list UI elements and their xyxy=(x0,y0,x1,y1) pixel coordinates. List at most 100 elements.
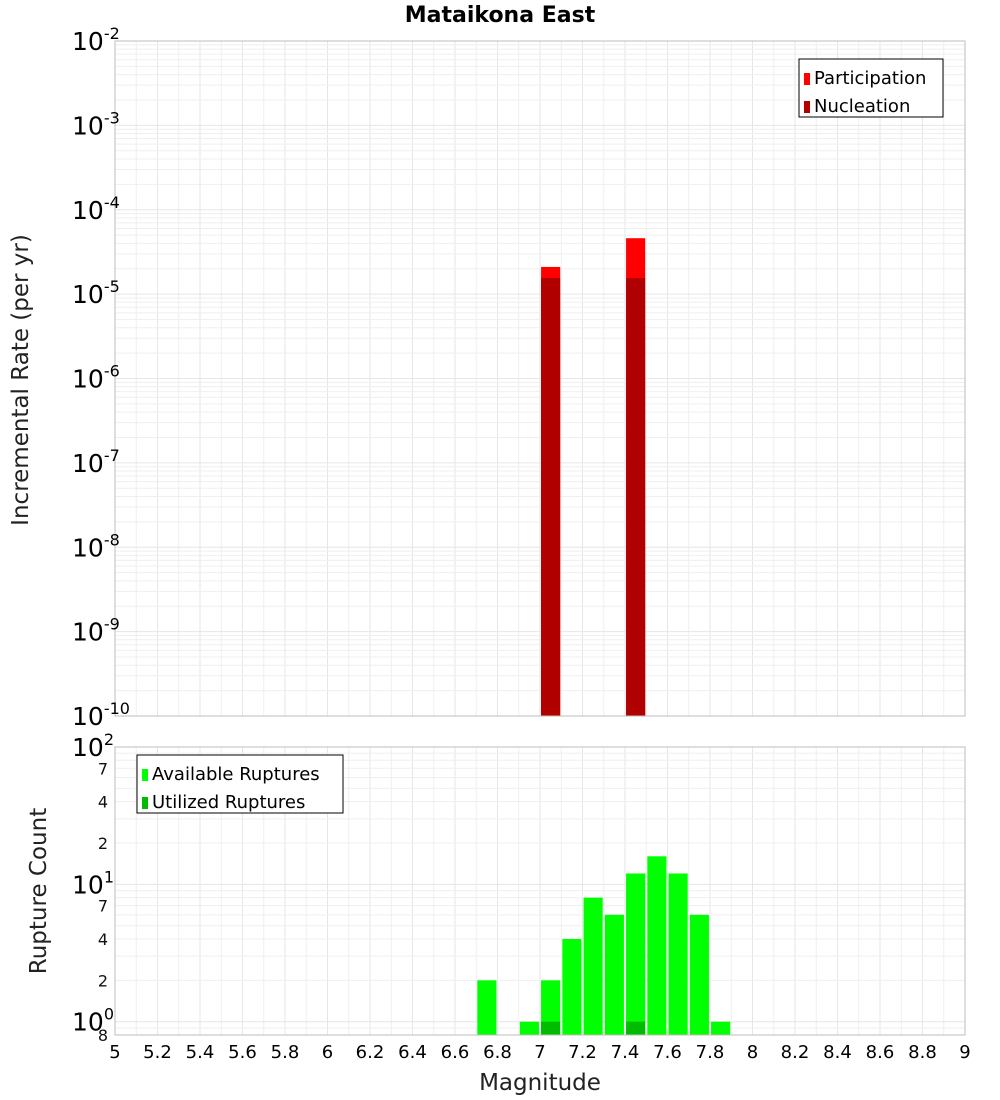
count-bar-utilized-ruptures xyxy=(626,1021,646,1035)
x-tick-label: 5.8 xyxy=(271,1042,300,1063)
rate-legend-label: Participation xyxy=(814,68,926,89)
rate-bars xyxy=(541,238,646,716)
count-y-tick-label: 102 xyxy=(72,730,114,762)
count-legend-label: Available Ruptures xyxy=(152,764,320,785)
count-legend-label: Utilized Ruptures xyxy=(152,792,305,813)
x-tick-label: 8 xyxy=(747,1042,758,1063)
count-bar-available-ruptures xyxy=(477,980,497,1035)
count-bar-available-ruptures xyxy=(647,856,667,1035)
count-plot-frame xyxy=(114,746,966,1036)
x-axis-ticks: 5 5.2 5.4 5.6 5.8 6 6.2 6.4 6.6 6.8 7 7.2 7.4 7.6 7.8 8… xyxy=(109,1042,970,1063)
x-tick-label: 7 xyxy=(534,1042,545,1063)
x-tick-label: 6.2 xyxy=(356,1042,385,1063)
count-grid xyxy=(114,747,966,1036)
x-tick-label: 6.4 xyxy=(398,1042,427,1063)
count-y-axis-label: Rupture Count xyxy=(26,808,52,974)
count-legend: Available Ruptures Utilized Ruptures xyxy=(136,754,344,814)
rate-y-tick-exponent: -4 xyxy=(104,193,120,212)
count-bar-available-ruptures xyxy=(626,873,646,1035)
rate-y-tick-label: 10-4 xyxy=(72,193,120,225)
rate-bar-nucleation xyxy=(626,278,646,716)
rate-y-tick-base: 10 xyxy=(72,449,104,478)
chart-title: Mataikona East xyxy=(405,3,596,28)
count-y-minor-tick-label: 7 xyxy=(98,897,108,916)
rate-y-tick-label: 10-7 xyxy=(72,446,120,478)
count-y-tick-label: 100 xyxy=(72,1005,114,1037)
rate-y-tick-base: 10 xyxy=(72,365,104,394)
count-y-minor-tick-label: 7 xyxy=(98,759,108,778)
rate-bar-nucleation xyxy=(541,278,561,716)
count-bar-available-ruptures xyxy=(583,897,603,1035)
rate-y-tick-exponent: -8 xyxy=(104,530,120,549)
x-tick-label: 6 xyxy=(322,1042,333,1063)
rate-y-axis-label: Incremental Rate (per yr) xyxy=(8,234,34,526)
count-y-minor-tick-label: 2 xyxy=(98,971,108,990)
count-bar-available-ruptures xyxy=(604,914,624,1035)
count-bar-available-ruptures xyxy=(711,1021,731,1035)
count-bar-available-ruptures xyxy=(562,939,582,1035)
rate-legend-label: Nucleation xyxy=(814,96,910,117)
rate-legend-box xyxy=(798,58,944,118)
rate-y-tick-exponent: -2 xyxy=(104,24,120,43)
rate-y-tick-base: 10 xyxy=(72,618,104,647)
rate-y-tick-exponent: -10 xyxy=(104,699,130,718)
rate-y-tick-exponent: -6 xyxy=(104,362,120,381)
count-legend-box xyxy=(136,754,344,814)
rate-y-tick-base: 10 xyxy=(72,533,104,562)
rate-y-tick-label: 10-3 xyxy=(72,108,120,140)
count-y-tick-exponent: 0 xyxy=(104,1005,114,1024)
count-y-tick-base: 10 xyxy=(72,870,104,899)
count-y-minor-tick-label: 2 xyxy=(98,834,108,853)
x-tick-label: 5.6 xyxy=(228,1042,257,1063)
x-tick-label: 8.8 xyxy=(908,1042,937,1063)
x-tick-label: 5 xyxy=(109,1042,120,1063)
count-bars xyxy=(477,856,731,1035)
count-y-tick-base: 10 xyxy=(72,1008,104,1037)
count-bar-utilized-ruptures xyxy=(541,1021,561,1035)
x-tick-label: 8.6 xyxy=(866,1042,895,1063)
rate-y-tick-label: 10-10 xyxy=(72,699,130,731)
x-axis-label: Magnitude xyxy=(479,1070,601,1096)
x-tick-label: 9 xyxy=(959,1042,970,1063)
rate-y-tick-label: 10-8 xyxy=(72,530,120,562)
count-y-tick-exponent: 1 xyxy=(104,867,114,886)
x-tick-label: 6.6 xyxy=(441,1042,470,1063)
rate-y-tick-exponent: -3 xyxy=(104,108,120,127)
rate-y-tick-label: 10-5 xyxy=(72,277,120,309)
rate-y-tick-label: 10-6 xyxy=(72,362,120,394)
rate-legend-swatch xyxy=(804,73,810,85)
rate-legend: Participation Nucleation xyxy=(798,58,944,118)
count-legend-swatch xyxy=(142,797,148,809)
rate-y-tick-label: 10-9 xyxy=(72,615,120,647)
x-tick-label: 6.8 xyxy=(483,1042,512,1063)
count-y-minor-tick-label: 4 xyxy=(98,930,108,949)
x-tick-label: 8.4 xyxy=(823,1042,852,1063)
count-legend-swatch xyxy=(142,769,148,781)
count-y-tick-base: 10 xyxy=(72,733,104,762)
x-tick-label: 7.6 xyxy=(653,1042,682,1063)
rate-y-tick-base: 10 xyxy=(72,280,104,309)
count-bar-available-ruptures xyxy=(689,914,709,1035)
rate-y-tick-base: 10 xyxy=(72,196,104,225)
rate-y-tick-base: 10 xyxy=(72,702,104,731)
rate-y-tick-exponent: -9 xyxy=(104,615,120,634)
rate-y-tick-exponent: -5 xyxy=(104,277,120,296)
x-tick-label: 5.4 xyxy=(186,1042,215,1063)
x-tick-label: 8.2 xyxy=(781,1042,810,1063)
x-tick-label: 7.8 xyxy=(696,1042,725,1063)
rate-y-ticks: 10-210-310-410-510-610-710-810-910-10 xyxy=(72,24,130,731)
count-bar-available-ruptures xyxy=(519,1021,539,1035)
x-tick-label: 5.2 xyxy=(143,1042,172,1063)
x-tick-label: 7.4 xyxy=(611,1042,640,1063)
count-bar-available-ruptures xyxy=(668,873,688,1035)
rate-y-tick-label: 10-2 xyxy=(72,24,120,56)
x-tick-label: 7.2 xyxy=(568,1042,597,1063)
rate-panel: 10-210-310-410-510-610-710-810-910-10 In… xyxy=(8,24,966,731)
count-bar-available-ruptures xyxy=(541,980,561,1035)
count-y-minor-tick-label: 4 xyxy=(98,793,108,812)
rate-y-tick-base: 10 xyxy=(72,27,104,56)
rate-grid xyxy=(114,41,966,717)
